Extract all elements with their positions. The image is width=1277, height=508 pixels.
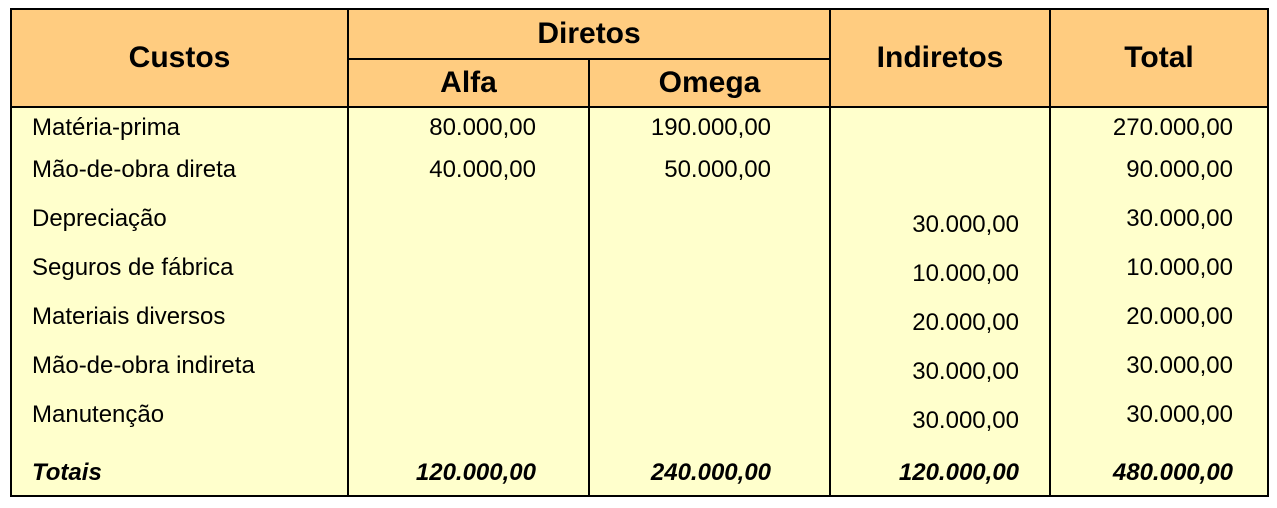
cell-omega	[587, 254, 832, 303]
cell-indiretos: 30.000,00	[829, 205, 1052, 254]
cell-total: 10.000,00	[1049, 254, 1270, 303]
table-row: Mão-de-obra indireta 30.000,00 30.000,00	[10, 352, 1270, 401]
cell-indiretos	[829, 107, 1052, 156]
cell-omega	[587, 352, 832, 401]
cell-total: 30.000,00	[1049, 205, 1270, 254]
cell-total: 30.000,00	[1049, 352, 1270, 401]
cell-alfa	[347, 352, 590, 401]
header-omega: Omega	[587, 58, 832, 108]
table-row: Seguros de fábrica 10.000,00 10.000,00	[10, 254, 1270, 303]
cell-alfa: 40.000,00	[347, 156, 590, 205]
cell-indiretos: 10.000,00	[829, 254, 1052, 303]
table-row: Depreciação 30.000,00 30.000,00	[10, 205, 1270, 254]
cost-table: Custos Diretos Indiretos Total Alfa Omeg…	[10, 8, 1270, 497]
cell-total: 270.000,00	[1049, 107, 1270, 156]
row-label: Mão-de-obra indireta	[10, 352, 349, 401]
table-row: Mão-de-obra direta 40.000,00 50.000,00 9…	[10, 156, 1270, 205]
cell-indiretos: 20.000,00	[829, 303, 1052, 352]
cell-indiretos: 30.000,00	[829, 352, 1052, 401]
header-total: Total	[1049, 8, 1270, 108]
cell-alfa	[347, 303, 590, 352]
row-label: Depreciação	[10, 205, 349, 254]
cell-omega	[587, 205, 832, 254]
total-omega: 240.000,00	[587, 450, 832, 497]
cell-alfa	[347, 254, 590, 303]
row-label: Materiais diversos	[10, 303, 349, 352]
cell-total: 20.000,00	[1049, 303, 1270, 352]
cell-indiretos: 30.000,00	[829, 401, 1052, 450]
header-diretos: Diretos	[346, 8, 832, 60]
total-total: 480.000,00	[1049, 450, 1270, 497]
cell-omega	[587, 303, 832, 352]
cell-omega: 50.000,00	[587, 156, 832, 205]
cell-alfa: 80.000,00	[347, 107, 590, 156]
total-alfa: 120.000,00	[347, 450, 590, 497]
header-indiretos: Indiretos	[829, 8, 1052, 108]
cell-total: 30.000,00	[1049, 401, 1270, 450]
cell-omega	[587, 401, 832, 450]
row-label: Matéria-prima	[10, 107, 349, 156]
cell-alfa	[347, 205, 590, 254]
table-row: Matéria-prima 80.000,00 190.000,00 270.0…	[10, 107, 1270, 156]
totals-row: Totais 120.000,00 240.000,00 120.000,00 …	[10, 450, 1270, 497]
header-custos: Custos	[10, 8, 349, 108]
table-row: Manutenção 30.000,00 30.000,00	[10, 401, 1270, 450]
total-indiretos: 120.000,00	[829, 450, 1052, 497]
totals-label: Totais	[10, 450, 349, 497]
table-row: Materiais diversos 20.000,00 20.000,00	[10, 303, 1270, 352]
cell-alfa	[347, 401, 590, 450]
row-label: Manutenção	[10, 401, 349, 450]
cell-total: 90.000,00	[1049, 156, 1270, 205]
header-alfa: Alfa	[347, 58, 590, 108]
row-label: Seguros de fábrica	[10, 254, 349, 303]
cell-indiretos	[829, 156, 1052, 205]
row-label: Mão-de-obra direta	[10, 156, 349, 205]
cell-omega: 190.000,00	[587, 107, 832, 156]
